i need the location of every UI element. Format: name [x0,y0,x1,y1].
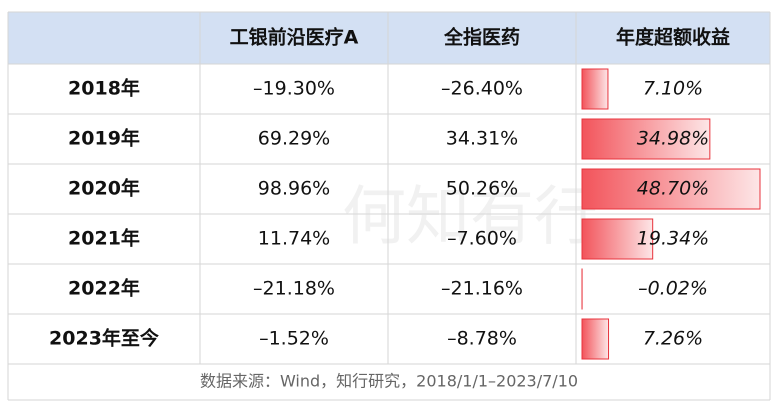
return-cell: 98.96% [258,178,330,200]
year-cell: 2019年 [68,127,140,150]
header-cell: 全指医药 [443,26,520,49]
excess-bar [581,68,609,110]
excess-cell: 48.70% [637,178,709,200]
year-cell: 2020年 [68,177,140,200]
return-cell: 69.29% [258,128,330,150]
excess-cell: 7.10% [643,78,703,100]
return-cell: –21.16% [441,278,523,300]
excess-bar [581,318,610,360]
header-cell: 年度超额收益 [616,26,730,49]
year-cell: 2021年 [68,227,140,250]
return-cell: –7.60% [447,228,517,250]
excess-cell: 19.34% [637,228,709,250]
excess-bar [581,118,711,160]
return-cell: –21.18% [253,278,335,300]
excess-cell: 34.98% [637,128,709,150]
footer: 数据来源：Wind，知行研究，2018/1/1–2023/7/10 [200,372,578,391]
return-cell: 50.26% [446,178,518,200]
return-cell: –19.30% [253,78,335,100]
excess-bar [581,168,761,210]
year-cell: 2023年至今 [49,327,159,350]
excess-cell: 7.26% [643,328,703,350]
year-cell: 2022年 [68,277,140,300]
header-background [8,12,770,64]
return-cell: –8.78% [447,328,517,350]
return-cell: –1.52% [259,328,329,350]
return-cell: 11.74% [258,228,330,250]
excess-bar [581,218,654,260]
return-cell: –26.40% [441,78,523,100]
year-cell: 2018年 [68,77,140,100]
watermark: 何知有行 [342,181,598,255]
return-cell: 34.31% [446,128,518,150]
header-cell: 工银前沿医疗A [230,26,359,49]
excess-cell: –0.02% [638,278,708,300]
